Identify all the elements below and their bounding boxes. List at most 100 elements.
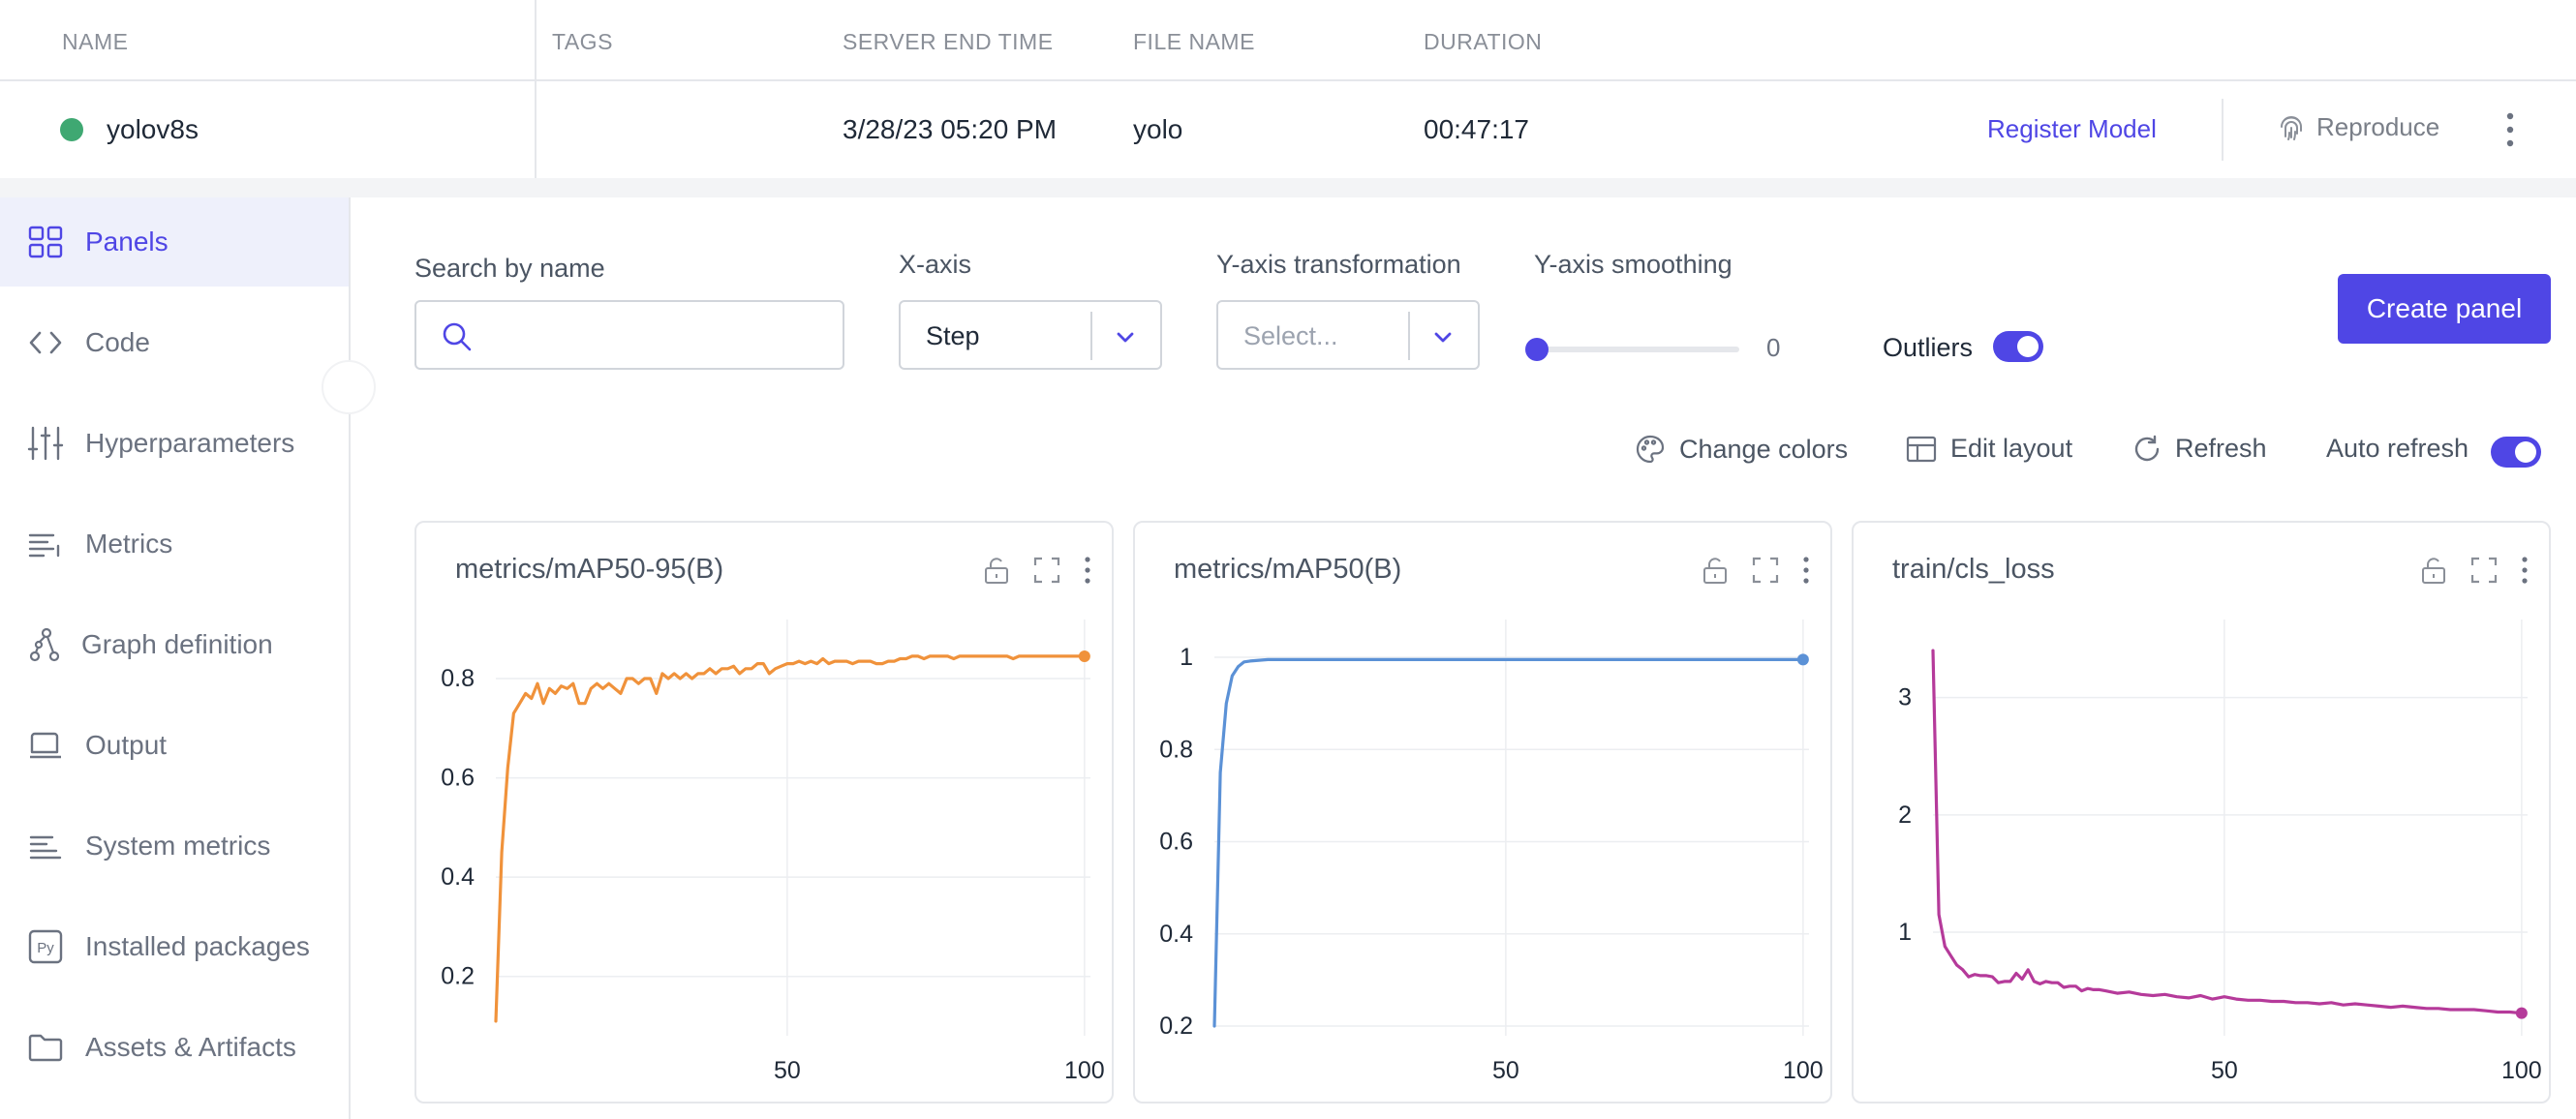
y-tick-label: 0.6 [441,765,475,792]
metrics-icon [28,533,60,558]
unlock-icon[interactable] [2419,556,2448,590]
more-options-icon[interactable] [2499,108,2522,151]
sidebar-item-hyperparameters[interactable]: Hyperparameters [0,399,349,488]
smoothing-label: Y-axis smoothing [1534,250,1733,279]
column-header-file-name[interactable]: FILE NAME [1133,29,1255,54]
refresh-icon [2134,435,2160,461]
last-point [1078,650,1090,662]
sidebar-item-panels[interactable]: Panels [0,197,349,287]
table-row[interactable]: yolov8s 3/28/23 05:20 PM yolo 00:47:17 R… [0,81,2576,178]
xaxis-label: X-axis [899,250,972,279]
sidebar-item-label: Panels [85,227,169,257]
y-tick-label: 0.2 [441,963,475,990]
smoothing-slider-thumb[interactable] [1525,338,1549,361]
run-name[interactable]: yolov8s [107,114,199,144]
y-tick-label: 0.2 [1159,1013,1193,1040]
y-tick-label: 0.8 [441,665,475,692]
column-header-duration[interactable]: DURATION [1424,29,1543,54]
x-tick-label: 100 [2501,1057,2542,1084]
unlock-icon[interactable] [982,556,1011,590]
chart-panel-map50-95[interactable]: metrics/mAP50-95(B) 0.2 0.4 0.6 0.8 50 100 [414,521,1114,1104]
search-input[interactable] [484,316,823,354]
run-file-name: yolo [1133,114,1183,144]
edit-layout-button[interactable]: Edit layout [1906,434,2072,464]
edit-layout-label: Edit layout [1950,434,2073,463]
section-separator [0,178,2576,197]
ytransform-select[interactable]: Select... [1216,300,1480,370]
more-options-icon[interactable] [2520,556,2530,590]
xaxis-select[interactable]: Step [899,300,1162,370]
y-tick-label: 1 [1898,919,1912,946]
y-tick-label: 0.4 [441,863,475,891]
line-chart: 0.2 0.4 0.6 0.8 50 100 [441,620,1105,1084]
column-header-tags[interactable]: TAGS [552,29,613,54]
chart-panel-map50[interactable]: metrics/mAP50(B) 0.2 0.4 0.6 0.8 1 50 100 [1133,521,1832,1104]
smoothing-slider-track[interactable] [1530,347,1739,352]
fullscreen-icon[interactable] [1751,556,1780,590]
divider [1090,312,1092,360]
reproduce-button[interactable]: Reproduce [2278,112,2439,142]
unlock-icon[interactable] [1701,556,1730,590]
create-panel-button[interactable]: Create panel [2338,274,2551,344]
fullscreen-icon[interactable] [2469,556,2499,590]
x-tick-label: 50 [2211,1057,2238,1084]
status-indicator [60,118,83,141]
column-header-name[interactable]: NAME [62,29,129,54]
register-model-button[interactable]: Register Model [1987,114,2157,143]
line-chart: 1 2 3 50 100 [1898,620,2542,1084]
ytransform-label: Y-axis transformation [1216,250,1461,279]
chevron-down-icon [1117,332,1134,343]
sidebar-item-system-metrics[interactable]: System metrics [0,801,349,891]
runs-table-header: NAME TAGS SERVER END TIME FILE NAME DURA… [0,0,2576,81]
search-label: Search by name [414,254,605,283]
sidebar-item-installed-packages[interactable]: Py Installed packages [0,902,349,991]
more-options-icon[interactable] [1083,556,1092,590]
column-header-server-end-time[interactable]: SERVER END TIME [843,29,1054,54]
panel-title: metrics/mAP50(B) [1174,554,1402,585]
run-server-end-time: 3/28/23 05:20 PM [843,114,1058,144]
search-field[interactable] [414,300,844,370]
refresh-button[interactable]: Refresh [2132,434,2267,464]
y-tick-label: 1 [1180,644,1193,671]
change-colors-button[interactable]: Change colors [1635,434,1848,465]
y-tick-label: 0.6 [1159,829,1193,856]
smoothing-value: 0 [1766,333,1781,362]
run-duration: 00:47:17 [1424,114,1529,144]
python-icon: Py [28,929,63,964]
search-icon [443,322,472,351]
x-tick-label: 50 [1492,1057,1519,1084]
auto-refresh-toggle[interactable] [2491,437,2541,468]
sidebar-item-label: Graph definition [81,629,273,659]
svg-text:Py: Py [37,940,54,956]
collapse-handle[interactable] [322,360,376,414]
fullscreen-icon[interactable] [1032,556,1061,590]
series-line [1931,649,2524,1015]
sidebar-item-label: Assets & Artifacts [85,1032,296,1062]
last-point [2515,1007,2528,1019]
outliers-toggle[interactable] [1993,331,2043,362]
sidebar-item-code[interactable]: Code [0,298,349,387]
x-tick-label: 50 [774,1057,801,1084]
y-tick-label: 3 [1898,684,1912,711]
column-divider [535,0,537,178]
sidebar: Panels Code Hyperparameters Metrics Grap… [0,197,351,1119]
x-tick-label: 100 [1064,1057,1105,1084]
sidebar-item-graph-definition[interactable]: Graph definition [0,600,349,689]
series-line [1212,657,1805,1028]
sidebar-item-metrics[interactable]: Metrics [0,499,349,589]
sidebar-item-label: System metrics [85,831,271,861]
graph-icon [29,627,60,662]
code-icon [29,331,62,354]
line-chart: 0.2 0.4 0.6 0.8 1 50 100 [1159,620,1824,1084]
divider [1408,312,1410,360]
y-tick-label: 0.4 [1159,921,1193,948]
more-options-icon[interactable] [1801,556,1811,590]
chart-panel-cls-loss[interactable]: train/cls_loss 1 2 3 50 100 [1852,521,2551,1104]
refresh-label: Refresh [2175,434,2267,463]
divider [2222,99,2223,161]
x-tick-label: 100 [1783,1057,1824,1084]
sidebar-item-output[interactable]: Output [0,701,349,790]
chevron-down-icon [1434,332,1452,343]
panel-title: train/cls_loss [1892,554,2055,585]
sidebar-item-assets-artifacts[interactable]: Assets & Artifacts [0,1003,349,1092]
